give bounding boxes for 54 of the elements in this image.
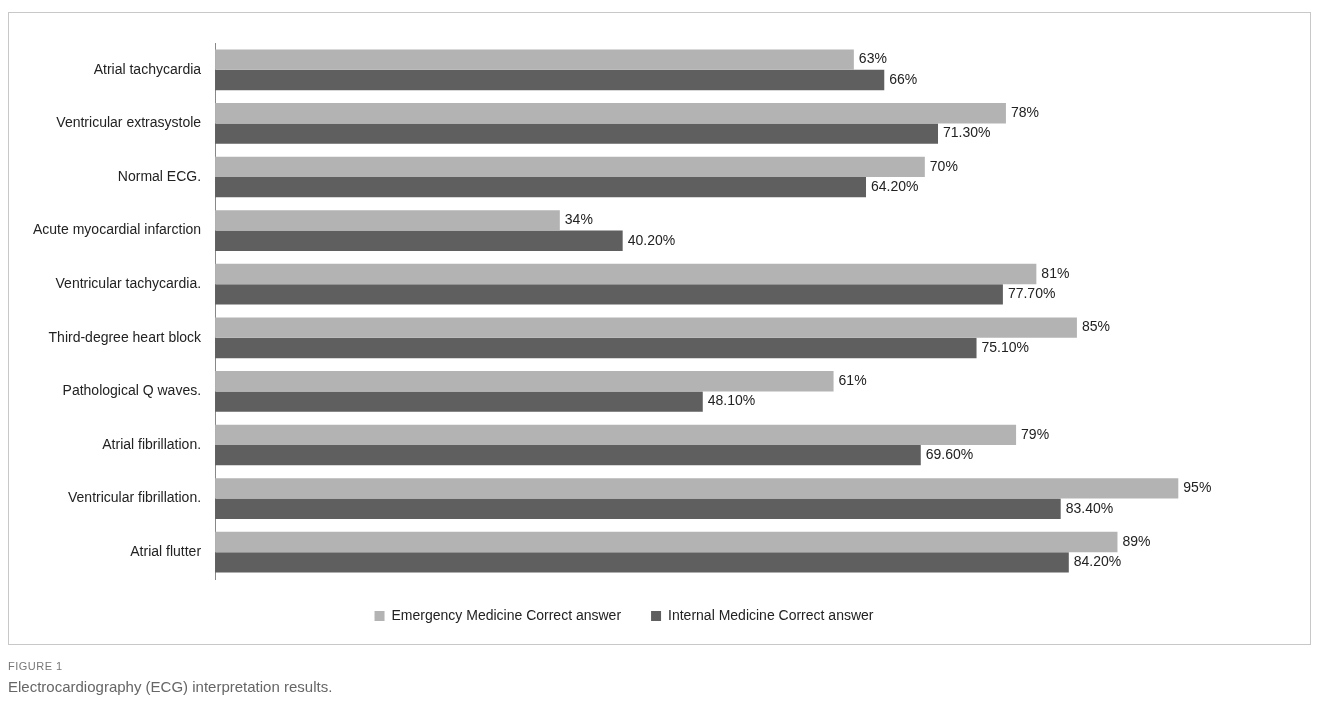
text: Electrocardiography (ECG) interpretation results. (8, 678, 333, 695)
data-label: 75.10% (981, 338, 1030, 355)
bar (215, 123, 938, 144)
legend-label: Emergency Medicine Correct answer (391, 606, 622, 623)
data-label: 79% (1021, 425, 1050, 442)
data-label: 71.30% (943, 124, 991, 141)
y-tick-label: Ventricular extrasystole (56, 114, 202, 131)
y-tick-label: Atrial tachycardia (93, 60, 202, 77)
data-label: 81% (1041, 264, 1070, 281)
y-tick-label: Ventricular tachycardia. (55, 275, 202, 292)
bar (215, 531, 1118, 553)
bar (215, 552, 1069, 573)
data-label: 95% (1183, 479, 1212, 496)
data-label: 48.10% (707, 392, 756, 409)
bar (215, 210, 560, 231)
bar (215, 445, 921, 466)
bar (215, 263, 1037, 285)
data-label: 89% (1122, 532, 1151, 549)
data-label: 78% (1010, 104, 1039, 121)
data-label: 61% (838, 372, 867, 389)
data-label: 84.20% (1073, 553, 1122, 570)
y-tick-label: Pathological Q waves. (62, 382, 202, 399)
y-tick-label: Atrial flutter (130, 543, 202, 560)
data-label: 63% (858, 50, 887, 67)
bar (215, 103, 1006, 124)
bar (215, 498, 1061, 519)
bar (215, 391, 703, 412)
data-label: 85% (1081, 318, 1110, 335)
caption: FIGURE 1 (8, 660, 63, 672)
data-label: 70% (929, 157, 958, 174)
legend-label: Internal Medicine Correct answer (668, 606, 874, 623)
data-label: 77.70% (1007, 285, 1056, 302)
bar (215, 424, 1017, 445)
bar (215, 177, 867, 198)
data-label: 83.40% (1065, 499, 1114, 516)
bar (215, 478, 1179, 499)
y-tick-label: Ventricular fibrillation. (68, 489, 202, 506)
bar (215, 69, 885, 91)
y-tick-label: Atrial fibrillation. (102, 435, 202, 452)
y-tick-label: Third-degree heart block (48, 328, 203, 345)
data-label: 64.20% (871, 178, 919, 195)
data-label: 34% (564, 211, 593, 228)
bar (215, 317, 1077, 338)
bar (215, 230, 623, 251)
data-label: 69.60% (925, 446, 974, 463)
bar (215, 337, 977, 359)
data-label: 40.20% (627, 231, 676, 248)
y-tick-label: Acute myocardial infarction (33, 221, 202, 238)
bar (215, 371, 834, 392)
bar (215, 284, 1003, 305)
bar (215, 156, 925, 177)
bar (215, 49, 854, 70)
y-tick-label: Normal ECG. (117, 167, 202, 184)
data-label: 66% (889, 70, 918, 87)
